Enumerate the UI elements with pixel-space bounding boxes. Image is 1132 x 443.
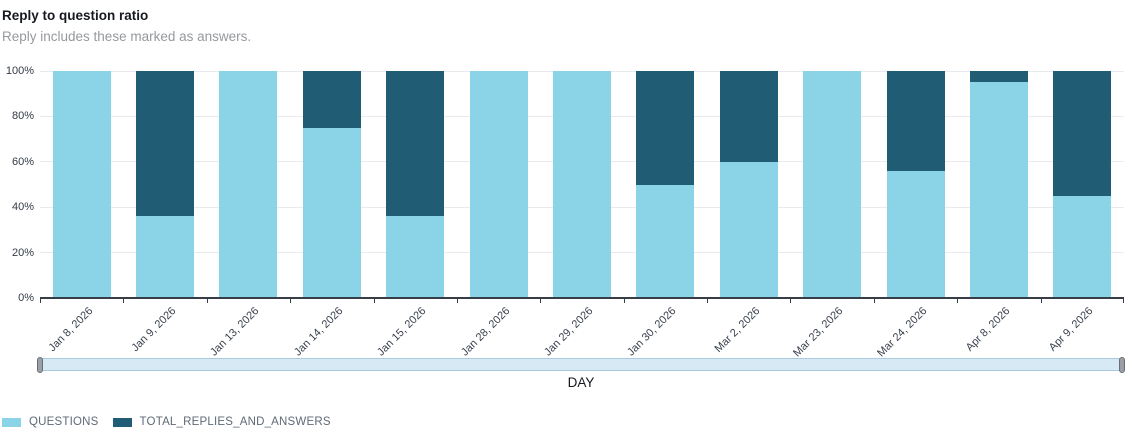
stacked-bar[interactable] — [803, 71, 862, 298]
bar-band — [40, 71, 123, 298]
bar-band — [624, 71, 707, 298]
x-tick-mark — [873, 299, 875, 303]
bar-band — [1041, 71, 1124, 298]
x-tick-mark — [373, 299, 375, 303]
legend-label: TOTAL_REPLIES_AND_ANSWERS — [139, 416, 331, 428]
y-tick-label: 40% — [11, 201, 34, 214]
bar-segment-total-replies-and-answers[interactable] — [719, 71, 778, 162]
bar-segment-questions[interactable] — [803, 71, 862, 298]
bar-segment-questions[interactable] — [719, 161, 778, 298]
bar-segment-total-replies-and-answers[interactable] — [1053, 71, 1112, 196]
bar-segment-questions[interactable] — [386, 216, 445, 298]
x-tick-mark — [790, 299, 792, 303]
x-tick-mark — [123, 299, 125, 303]
bar-band — [874, 71, 957, 298]
x-tick-mark — [456, 299, 458, 303]
x-tick-mark — [1040, 299, 1042, 303]
x-tick-mark — [540, 299, 542, 303]
bar-segment-questions[interactable] — [1053, 195, 1112, 298]
bar-segment-total-replies-and-answers[interactable] — [969, 71, 1028, 83]
slider-handle-left[interactable] — [37, 357, 43, 373]
bar-band — [791, 71, 874, 298]
y-tick-label: 20% — [11, 246, 34, 259]
x-tick-mark — [1123, 299, 1124, 303]
stacked-bar[interactable] — [553, 71, 612, 298]
stacked-bar[interactable] — [302, 71, 361, 298]
legend: QUESTIONS TOTAL_REPLIES_AND_ANSWERS — [2, 416, 331, 428]
bar-band — [540, 71, 623, 298]
stacked-bar[interactable] — [136, 71, 195, 298]
stacked-bar[interactable] — [469, 71, 528, 298]
bar-band — [957, 71, 1040, 298]
chart-subtitle: Reply includes these marked as answers. — [2, 29, 252, 44]
stacked-bar[interactable] — [886, 71, 945, 298]
bar-segment-questions[interactable] — [469, 71, 528, 298]
stacked-bar[interactable] — [1053, 71, 1112, 298]
date-range-slider[interactable] — [37, 357, 1125, 373]
legend-swatch-icon — [2, 417, 21, 427]
bar-band — [290, 71, 373, 298]
y-tick-label: 100% — [5, 65, 34, 77]
bar-segment-total-replies-and-answers[interactable] — [636, 71, 695, 185]
bar-segment-total-replies-and-answers[interactable] — [302, 71, 361, 128]
x-tick-mark — [707, 299, 709, 303]
bar-segment-total-replies-and-answers[interactable] — [136, 71, 195, 217]
x-tick-mark — [40, 299, 41, 303]
bar-segment-questions[interactable] — [219, 71, 278, 298]
stacked-bar[interactable] — [219, 71, 278, 298]
x-tick-mark — [957, 299, 959, 303]
bar-segment-total-replies-and-answers[interactable] — [386, 71, 445, 217]
x-tick-mark — [290, 299, 292, 303]
bar-band — [374, 71, 457, 298]
bar-segment-questions[interactable] — [886, 170, 945, 298]
bar-band — [207, 71, 290, 298]
bar-segment-questions[interactable] — [136, 216, 195, 298]
stacked-bar[interactable] — [52, 71, 111, 298]
bar-segment-questions[interactable] — [553, 71, 612, 298]
bar-band — [123, 71, 206, 298]
bar-segment-questions[interactable] — [969, 82, 1028, 298]
y-tick-label: 60% — [11, 155, 34, 168]
bar-band — [707, 71, 790, 298]
legend-item[interactable]: QUESTIONS — [2, 416, 99, 428]
legend-label: QUESTIONS — [29, 416, 99, 428]
stacked-bar[interactable] — [719, 71, 778, 298]
bar-segment-questions[interactable] — [636, 184, 695, 298]
legend-item[interactable]: TOTAL_REPLIES_AND_ANSWERS — [112, 416, 331, 428]
stacked-bar[interactable] — [969, 71, 1028, 298]
chart-title: Reply to question ratio — [2, 8, 149, 23]
y-tick-label: 80% — [11, 110, 34, 123]
bar-segment-questions[interactable] — [52, 71, 111, 298]
x-axis-title: DAY — [567, 375, 595, 390]
x-axis-line — [40, 297, 1124, 299]
bar-segment-total-replies-and-answers[interactable] — [886, 71, 945, 171]
bar-segment-questions[interactable] — [302, 127, 361, 298]
stacked-bar[interactable] — [636, 71, 695, 298]
bar-series-container — [40, 71, 1124, 298]
stacked-bar[interactable] — [386, 71, 445, 298]
y-tick-label: 0% — [18, 292, 34, 304]
plot-area — [40, 70, 1124, 303]
slider-handle-right[interactable] — [1119, 357, 1125, 373]
bar-band — [457, 71, 540, 298]
legend-swatch-icon — [112, 417, 132, 427]
x-tick-mark — [623, 299, 625, 303]
x-tick-mark — [206, 299, 208, 303]
